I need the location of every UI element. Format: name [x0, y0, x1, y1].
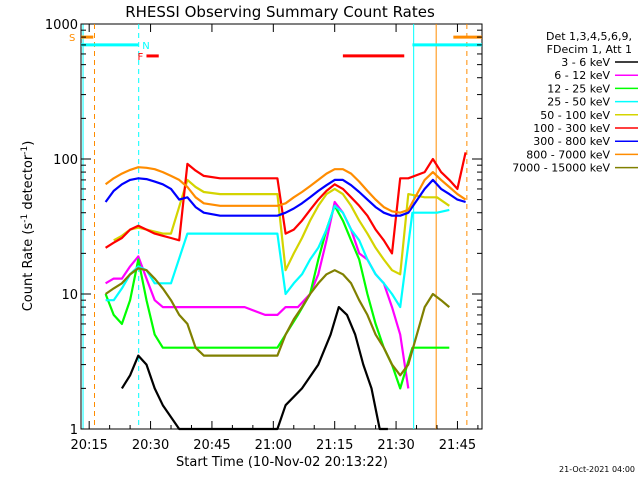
x-tick-label-4: 21:15 [316, 438, 353, 453]
series-line-9 [104, 267, 451, 377]
legend-label-5: 50 - 100 keV [540, 109, 610, 122]
y-axis: 1 10 100 1000 [45, 18, 482, 438]
legend-header-1: FDecim 1, Att 1 [547, 43, 632, 56]
legend-label-7: 300 - 800 keV [533, 135, 610, 148]
legend-header-0: Det 1,3,4,5,6,9, [546, 30, 632, 43]
y-tick-label-3: 1000 [45, 18, 78, 33]
y-tick-label-2: 100 [53, 153, 78, 168]
y-axis-label-end: ) [21, 141, 36, 146]
legend: Det 1,3,4,5,6,9,FDecim 1, Att 13 - 6 keV… [512, 30, 638, 175]
state-flags: S NF [69, 33, 482, 63]
footer-timestamp: 21-Oct-2021 04:00 [559, 465, 635, 474]
legend-label-4: 25 - 50 keV [547, 96, 610, 109]
plot-frame [80, 23, 483, 430]
x-tick-label-6: 21:45 [439, 438, 476, 453]
series-layer [104, 152, 467, 431]
legend-label-6: 100 - 300 keV [533, 122, 610, 135]
y-tick-label-1: 10 [61, 288, 78, 303]
time-markers [82, 24, 468, 429]
y-axis-label-mid: detector [21, 154, 36, 214]
flag-label-f: F [137, 52, 143, 63]
y-axis-label-sup2: -1 [20, 146, 30, 155]
x-tick-label-1: 20:30 [132, 438, 169, 453]
flag-label-s: S [69, 33, 75, 44]
x-tick-label-5: 21:30 [377, 438, 414, 453]
y-axis-label-sup1: -1 [20, 214, 30, 223]
x-axis: 20:15 20:30 20:45 21:00 21:15 21:30 21:45 [70, 24, 479, 453]
series-line-4 [105, 204, 450, 309]
series-line-5 [113, 178, 450, 276]
y-axis-label-main: Count Rate (s [21, 223, 36, 312]
x-tick-label-2: 20:45 [193, 438, 230, 453]
legend-label-8: 800 - 7000 keV [526, 148, 610, 161]
x-axis-label: Start Time (10-Nov-02 20:13:22) [176, 455, 388, 470]
x-tick-label-0: 20:15 [70, 438, 107, 453]
legend-label-1: 3 - 6 keV [561, 56, 610, 69]
legend-label-3: 12 - 25 keV [547, 82, 610, 95]
y-axis-label: Count Rate (s-1 detector-1) [20, 141, 36, 312]
y-tick-label-0: 1 [70, 423, 78, 438]
series-line-6 [105, 152, 467, 255]
series-line-8 [104, 166, 467, 214]
chart-title: RHESSI Observing Summary Count Rates [125, 3, 435, 21]
legend-label-2: 6 - 12 keV [554, 69, 610, 82]
legend-label-9: 7000 - 15000 keV [512, 162, 610, 175]
flag-label-n: N [142, 41, 149, 52]
series-line-1 [120, 306, 388, 431]
series-line-7 [104, 177, 466, 217]
x-tick-label-3: 21:00 [255, 438, 292, 453]
